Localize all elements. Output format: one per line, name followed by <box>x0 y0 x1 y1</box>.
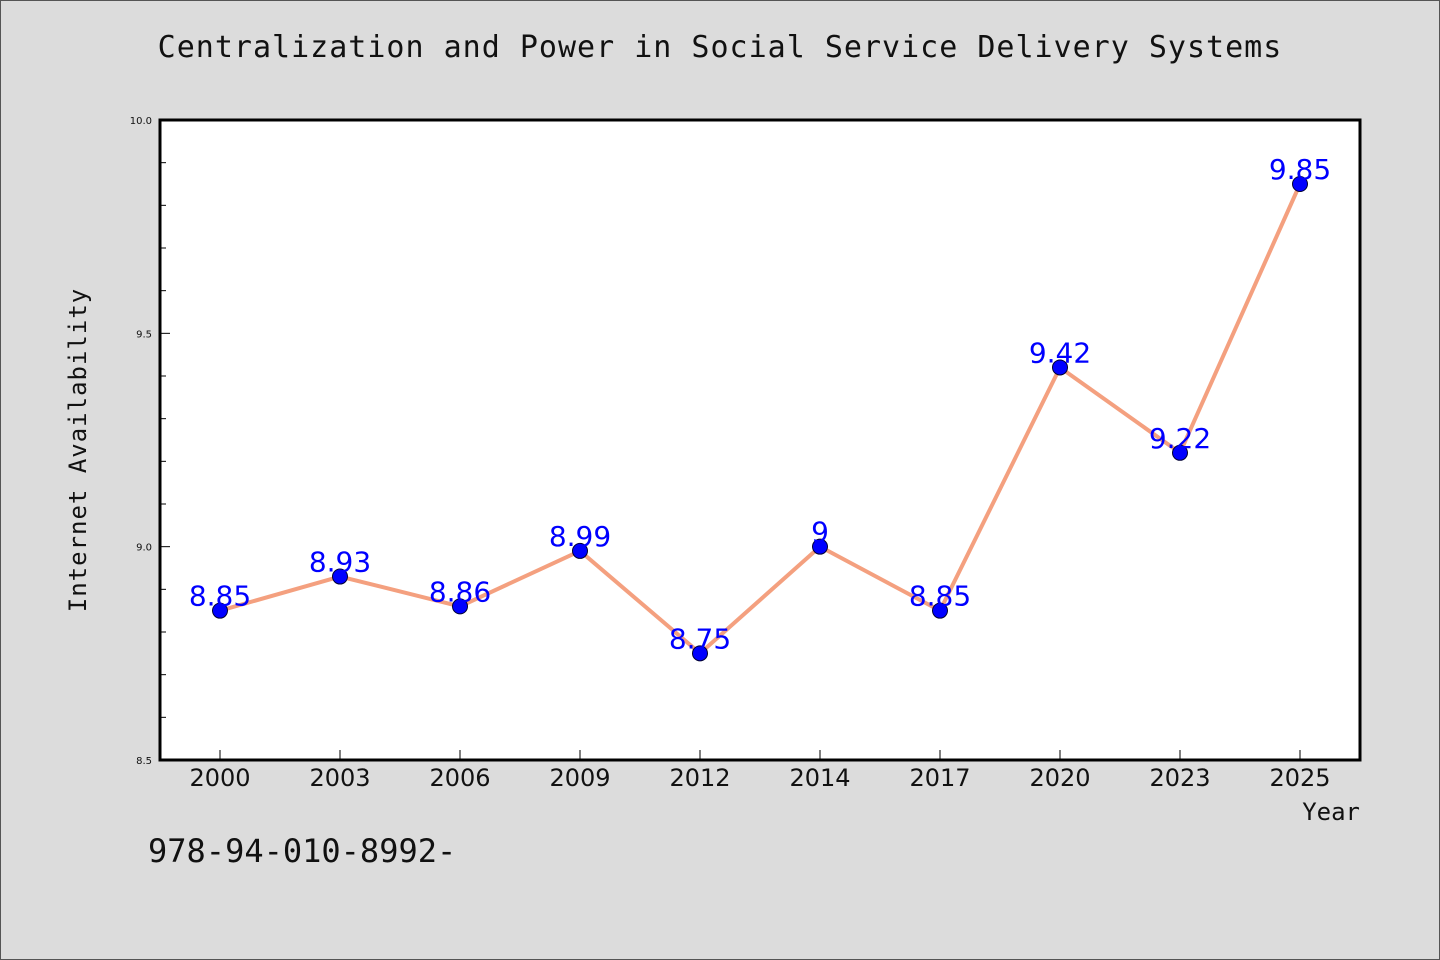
data-label: 8.85 <box>189 580 251 613</box>
x-tick-label: 2025 <box>1269 764 1330 792</box>
data-label: 8.99 <box>549 520 611 553</box>
data-point <box>692 645 708 662</box>
x-tick-label: 2003 <box>309 764 370 792</box>
x-tick-label: 2023 <box>1149 764 1210 792</box>
data-point <box>932 602 948 619</box>
series-group: 8.85 8.93 8.86 8.99 8.75 9 8.85 9.42 9.22 9.85 <box>189 153 1331 662</box>
x-tick-label: 2020 <box>1029 764 1090 792</box>
data-label: 8.93 <box>309 546 371 579</box>
x-axis-title: Year <box>1302 798 1360 826</box>
chart-title: Centralization and Power in Social Servi… <box>157 30 1283 65</box>
data-label: 9.42 <box>1029 336 1091 369</box>
y-tick-label: 9.0 <box>136 543 152 554</box>
y-tick-label: 10.0 <box>130 116 152 127</box>
data-label: 8.85 <box>909 580 971 613</box>
data-point <box>572 542 588 559</box>
x-tick-label: 2012 <box>669 764 730 792</box>
footer-code: 978-94-010-8992- <box>148 832 457 870</box>
x-axis: 2000 2003 2006 2009 2012 2014 2017 2020 2023 2025 <box>189 750 1331 792</box>
x-tick-label: 2009 <box>549 764 610 792</box>
x-tick-label: 2017 <box>909 764 970 792</box>
data-point <box>1292 176 1308 192</box>
x-tick-label: 2000 <box>189 764 250 792</box>
data-label: 9.85 <box>1269 153 1331 186</box>
y-axis-title: Internet Availability <box>64 288 92 612</box>
data-label: 8.86 <box>429 575 491 608</box>
data-point <box>1052 359 1068 376</box>
data-label: 9 <box>811 516 829 549</box>
data-point <box>1172 444 1188 461</box>
data-label: 8.75 <box>669 622 731 655</box>
data-point <box>452 598 468 615</box>
data-point <box>332 568 348 585</box>
data-point <box>212 602 228 619</box>
x-tick-label: 2006 <box>429 764 490 792</box>
x-tick-label: 2014 <box>789 764 850 792</box>
y-tick-label: 8.5 <box>136 756 152 767</box>
series-line <box>218 182 1302 656</box>
y-axis: 8.5 9.0 9.5 10.0 <box>130 116 170 767</box>
y-tick-label: 9.5 <box>136 329 152 340</box>
data-point <box>812 538 828 555</box>
data-label: 9.22 <box>1149 422 1211 455</box>
